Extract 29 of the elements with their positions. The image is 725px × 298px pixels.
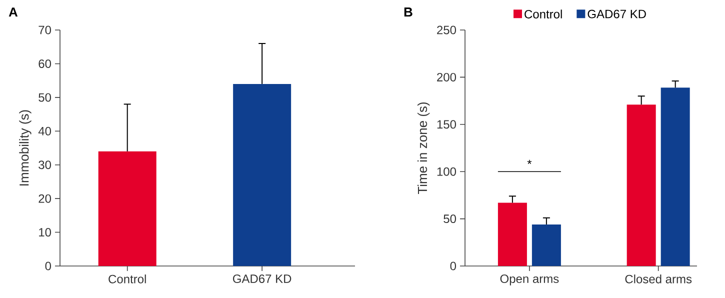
y-tick-label: 0 (450, 262, 456, 270)
legend-label: Control (524, 10, 562, 18)
y-tick-label: 10 (39, 228, 52, 237)
bar (532, 224, 561, 266)
y-tick-label: 60 (38, 59, 52, 68)
x-tick-label: Closed arms (625, 274, 692, 284)
x-tick-label: GAD67 KD (232, 274, 292, 284)
x-tick-label: Control (108, 274, 146, 284)
y-axis-title: Immobility (s) (19, 110, 32, 186)
y-tick-label: 150 (437, 120, 456, 129)
y-axis-title: Time in zone (s) (418, 102, 430, 194)
y-tick-label: 0 (45, 262, 52, 270)
y-tick-label: 50 (444, 214, 456, 224)
y-tick-label: 250 (437, 26, 456, 34)
y-tick-label: 70 (38, 26, 52, 34)
y-tick-label: 50 (38, 93, 52, 102)
y-tick-label: 30 (38, 160, 52, 170)
bar (498, 202, 527, 266)
y-tick-label: 40 (38, 126, 52, 136)
y-tick-label: 200 (437, 72, 456, 82)
x-tick-label: Open arms (500, 274, 559, 286)
legend-label: GAD67 KD (588, 10, 646, 18)
chart-title: B (404, 8, 412, 16)
bar (660, 88, 690, 266)
chart-title: A (8, 8, 18, 17)
y-tick-label: 20 (38, 194, 52, 203)
annotation: * (527, 160, 532, 164)
bar (626, 104, 656, 266)
y-tick-label: 100 (437, 167, 456, 176)
